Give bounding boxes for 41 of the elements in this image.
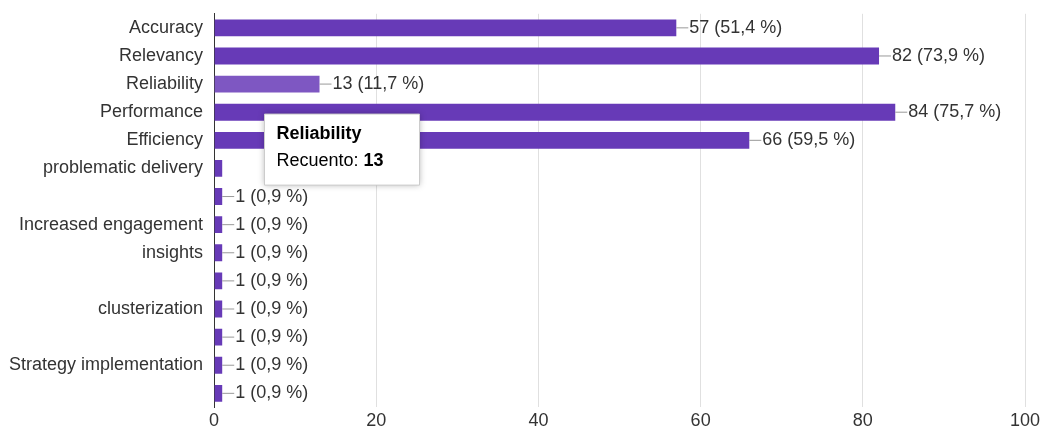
y-tick-label: clusterization [98,297,204,318]
y-tick-label: Relevancy [119,44,204,65]
data-label: 84 (75,7 %) [908,101,1002,122]
x-tick-label: 100 [1009,410,1041,431]
y-tick-label: Strategy implementation [8,354,204,375]
data-label: 1 (0,9 %) [235,382,309,403]
bar [214,47,880,65]
annotation: Reliability Recuento: 13 [276,123,384,171]
bar [214,159,223,177]
bar [214,19,677,37]
bar [214,356,223,374]
bar [214,188,223,205]
x-tick-label: 80 [852,410,873,431]
y-tick-label: problematic delivery [43,157,204,178]
bar [214,272,223,290]
data-label: 1 (0,9 %) [235,326,309,347]
data-label: 1 (0,9 %) [235,354,309,375]
data-label: 1 (0,9 %) [235,269,309,290]
data-label: 57 (51,4 %) [689,16,783,37]
data-label: 66 (59,5 %) [762,129,856,150]
x-tick-label: 20 [366,410,387,431]
data-label: 82 (73,9 %) [892,44,986,65]
bar [214,244,223,262]
y-tick-label: Increased engagement [18,213,204,234]
data-label: 1 (0,9 %) [235,241,309,262]
y-tick-label: Performance [100,101,204,122]
x-tick-label: 0 [209,410,220,431]
y-tick-label: Accuracy [129,16,204,37]
bar [214,384,223,402]
data-label: 1 (0,9 %) [235,297,309,318]
data-label: 13 (11,7 %) [332,73,425,94]
bar [214,328,223,346]
data-label: 1 (0,9 %) [235,185,309,206]
y-tick-label: Efficiency [126,129,204,150]
y-tick-label: insights [142,241,204,262]
x-tick-label: 40 [528,410,549,431]
bar [214,75,320,93]
y-tick-label: Reliability [126,73,204,94]
bar [214,216,223,234]
x-tick-label: 60 [690,410,711,431]
data-label: 1 (0,9 %) [235,213,309,234]
